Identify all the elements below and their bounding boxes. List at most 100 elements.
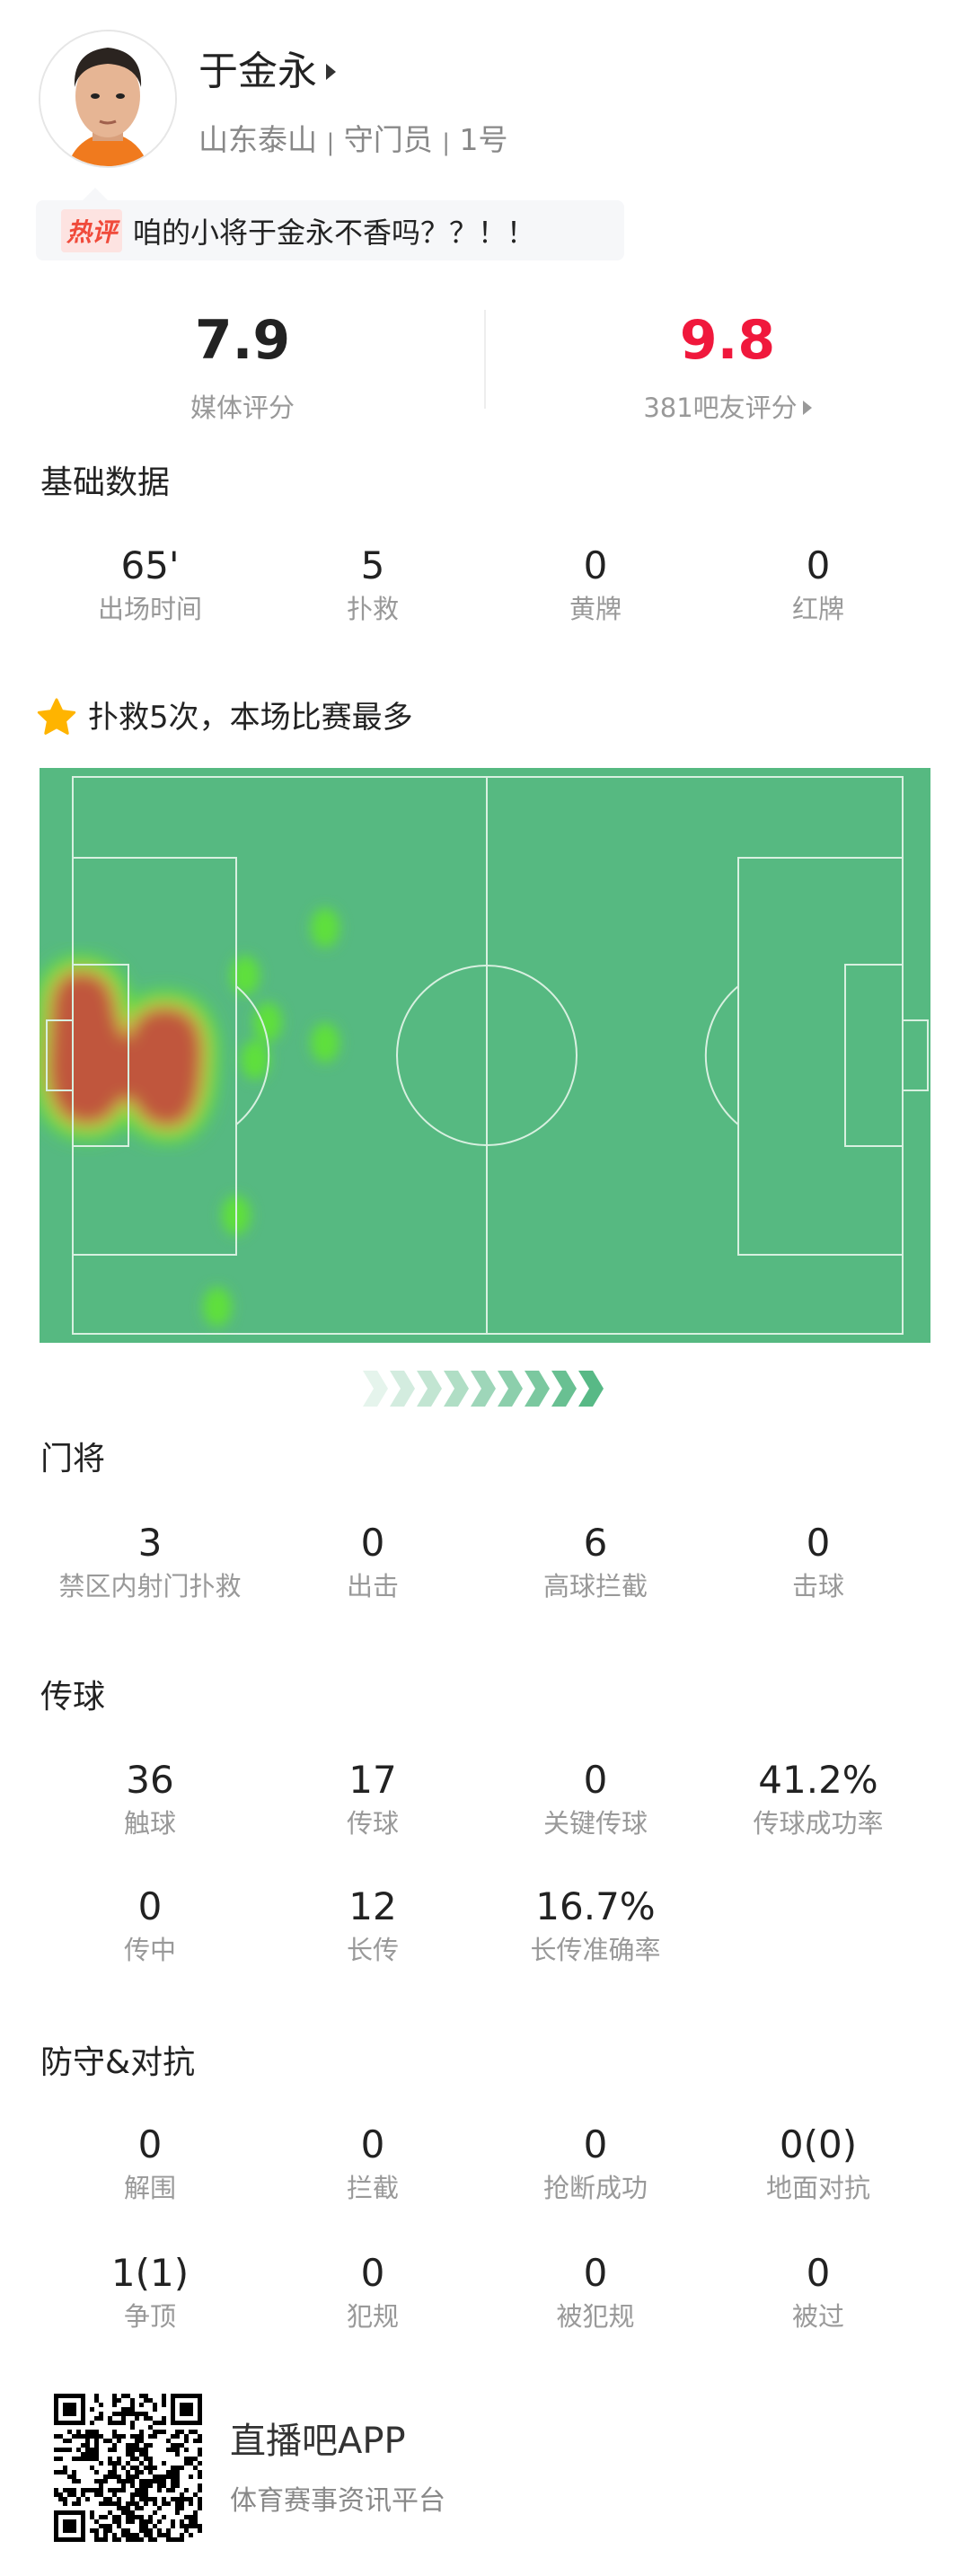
- stat-item: 0 解围: [39, 2122, 261, 2206]
- player-team: 山东泰山: [198, 122, 317, 157]
- stat-item: 0 被过: [707, 2251, 930, 2334]
- section-title-goalkeeping: 门将: [40, 1441, 106, 1478]
- stat-value: 0: [806, 2251, 831, 2295]
- player-name-link[interactable]: 于金永: [198, 47, 336, 97]
- fan-rating-value: 9.8: [679, 309, 776, 372]
- stat-item: 5 扑救: [261, 543, 484, 627]
- stat-value: 0: [360, 2251, 385, 2295]
- section-title-basic: 基础数据: [40, 464, 171, 501]
- stat-value: 16.7%: [535, 1884, 656, 1928]
- heat-spot: [203, 1287, 232, 1327]
- hot-comment[interactable]: 热评 咱的小将于金永不香吗？？！！: [36, 188, 624, 260]
- highlight: 扑救5次，本场比赛最多: [36, 697, 413, 738]
- stat-label: 被过: [791, 2301, 844, 2332]
- qr-code: [54, 2394, 202, 2542]
- stat-label: 争顶: [123, 2301, 176, 2332]
- media-rating: 7.9 媒体评分: [0, 309, 485, 426]
- stat-item: 0 犯规: [261, 2251, 484, 2334]
- stat-label: 长传: [346, 1935, 399, 1965]
- stat-value: 0(0): [779, 2122, 858, 2166]
- stat-value: 0: [806, 543, 831, 587]
- stat-item: 0 被犯规: [484, 2251, 707, 2334]
- stat-label: 解围: [123, 2173, 176, 2203]
- chevron-right-icon: [471, 1371, 496, 1407]
- stat-value: 0: [806, 1521, 831, 1565]
- player-avatar[interactable]: [39, 30, 177, 168]
- stat-item: 0 黄牌: [484, 543, 707, 627]
- stat-item: 0 出击: [261, 1521, 484, 1604]
- stat-value: 12: [348, 1884, 397, 1928]
- separator: |: [326, 129, 335, 156]
- stat-label: 地面对抗: [765, 2173, 870, 2203]
- brand-slogan: 体育赛事资讯平台: [230, 2485, 445, 2517]
- stat-value: 5: [360, 543, 385, 587]
- stat-item: 1(1) 争顶: [39, 2251, 261, 2334]
- stat-label: 传球: [346, 1808, 399, 1839]
- stat-item: 65' 出场时间: [39, 543, 261, 627]
- stat-item: 12 长传: [261, 1884, 484, 1968]
- brand-name: 直播吧APP: [230, 2421, 406, 2462]
- stat-value: 0: [360, 2122, 385, 2166]
- stat-item: 0 关键传球: [484, 1758, 707, 1841]
- caret-right-icon: [326, 64, 336, 80]
- player-info: 山东泰山 | 守门员 | 1号: [198, 120, 508, 163]
- stat-label: 被犯规: [556, 2301, 635, 2332]
- stat-label: 犯规: [346, 2301, 399, 2332]
- stat-label: 长传准确率: [530, 1935, 661, 1965]
- stat-label: 扑救: [346, 594, 399, 624]
- stat-value: 3: [137, 1521, 163, 1565]
- heat-spot: [311, 1023, 340, 1063]
- highlight-text: 扑救5次，本场比赛最多: [88, 700, 413, 736]
- divider: [484, 310, 486, 409]
- player-number: 1号: [459, 122, 508, 157]
- chevron-right-icon: [417, 1371, 442, 1407]
- stat-value: 36: [126, 1758, 174, 1802]
- stat-item: 0 抢断成功: [484, 2122, 707, 2206]
- caret-right-icon: [802, 401, 812, 415]
- hot-comment-text: 咱的小将于金永不香吗？？！！: [133, 215, 536, 250]
- star-icon: [37, 698, 76, 735]
- heat-zone: [40, 954, 220, 1144]
- media-rating-label: 媒体评分: [190, 393, 295, 423]
- stat-label: 黄牌: [569, 594, 622, 624]
- stat-value: 0: [583, 543, 608, 587]
- stat-item: 16.7% 长传准确率: [484, 1884, 707, 1968]
- heat-layer: [40, 908, 340, 1327]
- fan-rating[interactable]: 9.8 381吧友评分: [485, 309, 970, 426]
- stat-value: 0: [137, 1884, 163, 1928]
- stat-label: 出场时间: [97, 594, 202, 624]
- player-name: 于金永: [198, 49, 317, 94]
- stat-label: 红牌: [791, 594, 844, 624]
- section-title-defense: 防守&对抗: [40, 2044, 196, 2081]
- stat-value: 0: [583, 2251, 608, 2295]
- stat-label: 高球拦截: [542, 1571, 648, 1601]
- stat-value: 6: [583, 1521, 608, 1565]
- heat-spot: [231, 956, 260, 995]
- stat-item: 0 击球: [707, 1521, 930, 1604]
- stat-value: 1(1): [110, 2251, 190, 2295]
- chevron-right-icon: [551, 1371, 577, 1407]
- stat-value: 0: [583, 2122, 608, 2166]
- stat-label: 传中: [123, 1935, 176, 1965]
- player-position: 守门员: [343, 122, 433, 157]
- stat-item: 0 传中: [39, 1884, 261, 1968]
- heat-spot: [241, 1040, 269, 1080]
- heatmap-pitch: [40, 768, 930, 1343]
- stat-item: 6 高球拦截: [484, 1521, 707, 1604]
- stat-item: 0 红牌: [707, 543, 930, 627]
- heat-spot: [311, 908, 340, 948]
- stat-item: 3 禁区内射门扑救: [39, 1521, 261, 1604]
- stat-label: 击球: [791, 1571, 844, 1601]
- media-rating-value: 7.9: [194, 309, 291, 372]
- pitch-lines: [46, 776, 929, 1335]
- stat-value: 41.2%: [758, 1758, 878, 1802]
- section-title-passing: 传球: [40, 1679, 106, 1716]
- chevron-right-icon: [578, 1371, 604, 1407]
- stat-label: 抢断成功: [542, 2173, 648, 2203]
- stat-value: 0: [360, 1521, 385, 1565]
- stat-label: 触球: [123, 1808, 176, 1839]
- stat-value: 65': [120, 543, 180, 587]
- stat-label: 出击: [346, 1571, 399, 1601]
- stat-item: 0(0) 地面对抗: [707, 2122, 930, 2206]
- stat-value: 0: [137, 2122, 163, 2166]
